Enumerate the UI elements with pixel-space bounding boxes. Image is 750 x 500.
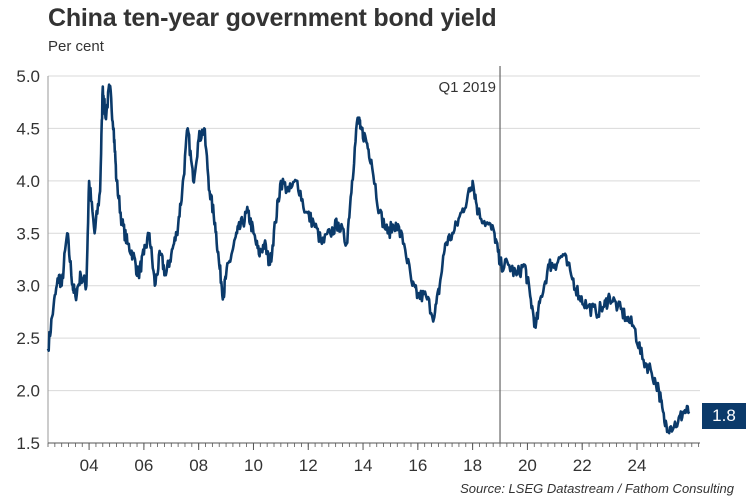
x-tick-label: 14 <box>354 456 373 475</box>
x-tick-label: 18 <box>463 456 482 475</box>
q1-2019-marker-label: Q1 2019 <box>438 79 496 96</box>
chart-subtitle: Per cent <box>48 38 104 55</box>
y-tick-label: 3.5 <box>16 224 40 243</box>
last-value-badge: 1.8 <box>702 403 746 429</box>
y-tick-label: 5.0 <box>16 67 40 86</box>
x-tick-label: 10 <box>244 456 263 475</box>
x-tick-label: 20 <box>518 456 537 475</box>
x-tick-label: 12 <box>299 456 318 475</box>
y-tick-label: 2.5 <box>16 329 40 348</box>
chart-title: China ten-year government bond yield <box>48 4 497 32</box>
x-tick-label: 16 <box>408 456 427 475</box>
y-tick-label: 4.0 <box>16 172 40 191</box>
y-tick-label: 1.5 <box>16 434 40 453</box>
y-tick-label: 2.0 <box>16 382 40 401</box>
x-tick-label: 24 <box>628 456 647 475</box>
y-tick-label: 4.5 <box>16 119 40 138</box>
x-tick-label: 08 <box>189 456 208 475</box>
x-tick-label: 22 <box>573 456 592 475</box>
x-tick-label: 04 <box>80 456 99 475</box>
source-note: Source: LSEG Datastream / Fathom Consult… <box>460 481 734 496</box>
x-tick-label: 06 <box>134 456 153 475</box>
y-tick-label: 3.0 <box>16 277 40 296</box>
yield-series-line <box>46 83 691 435</box>
